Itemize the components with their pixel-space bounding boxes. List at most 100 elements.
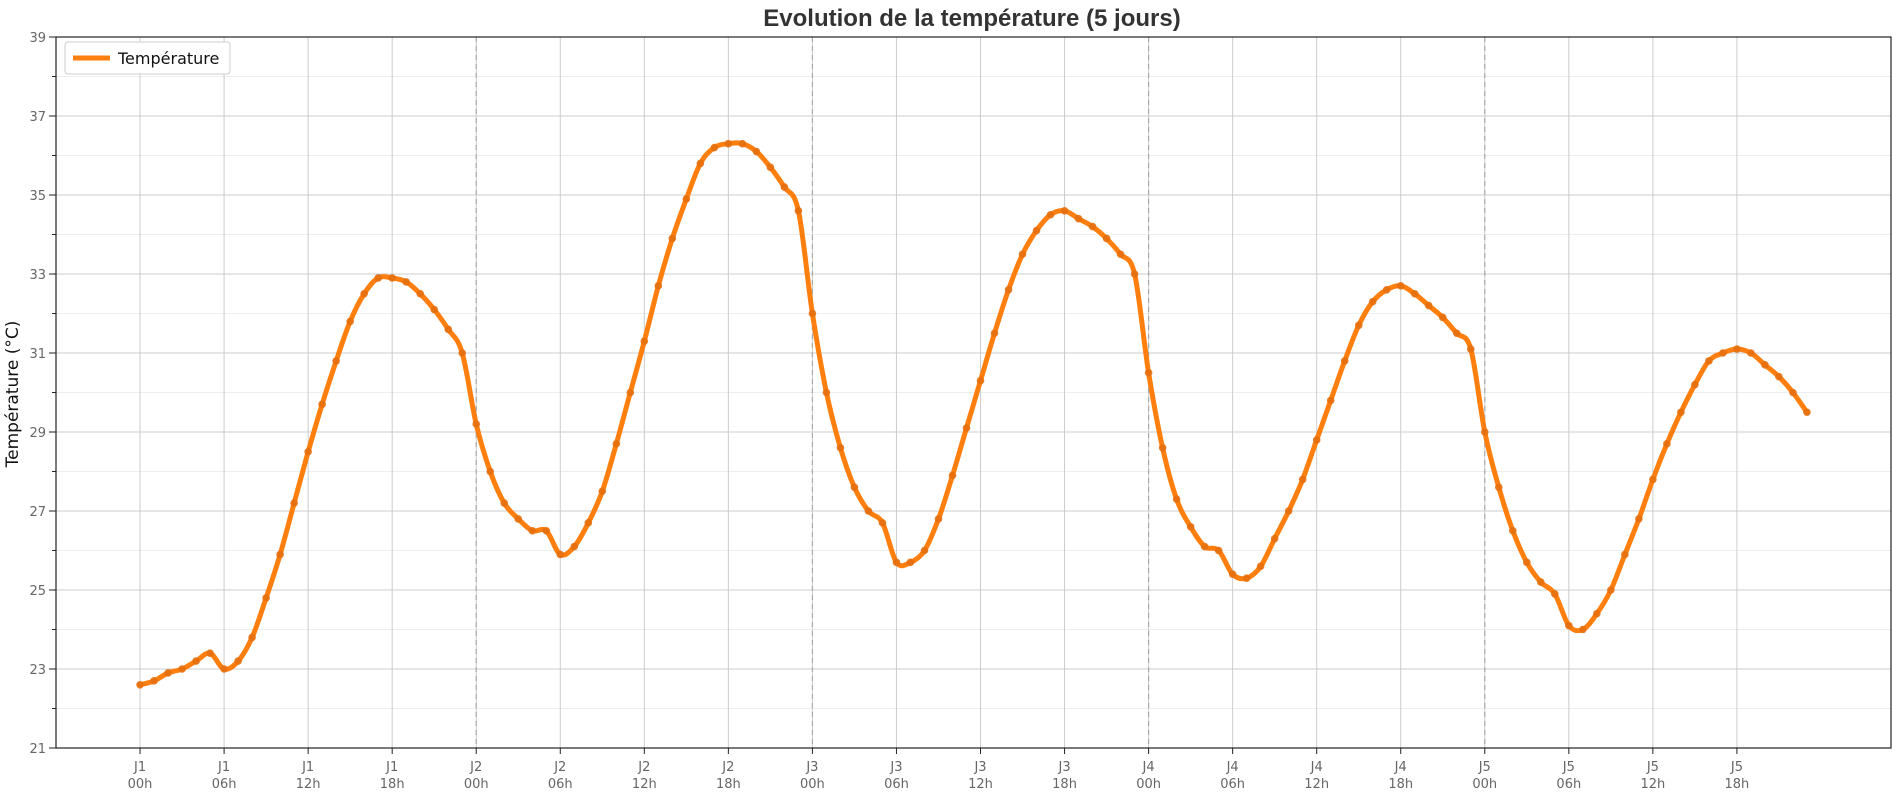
data-point [1733, 345, 1741, 353]
x-tick-label-day: J5 [1646, 760, 1659, 775]
data-point [220, 665, 228, 673]
data-point [906, 558, 915, 567]
x-tick-label-hour: 18h [1052, 777, 1077, 792]
x-tick-label-hour: 18h [1388, 777, 1413, 792]
data-point [458, 349, 467, 357]
chart-title: Evolution de la température (5 jours) [763, 5, 1180, 32]
data-point [1088, 222, 1097, 231]
data-point [374, 274, 382, 282]
x-tick-label-hour: 12h [1640, 777, 1665, 792]
data-point [724, 139, 733, 148]
data-point [1158, 444, 1167, 452]
x-tick-label-day: J3 [889, 760, 902, 775]
data-point [1186, 523, 1195, 531]
data-point [822, 388, 831, 397]
x-tick-label-hour: 06h [884, 777, 909, 792]
data-point [1438, 313, 1447, 322]
x-tick-label-hour: 06h [212, 777, 237, 792]
data-point [486, 467, 495, 476]
y-tick-label: 29 [29, 426, 46, 441]
data-point [388, 274, 396, 282]
x-tick-label-day: J2 [553, 760, 566, 775]
data-point [1228, 570, 1237, 578]
data-point [1032, 226, 1041, 235]
data-point [850, 483, 859, 492]
data-point [1649, 475, 1657, 484]
data-point [1565, 621, 1573, 630]
data-point [836, 444, 845, 452]
data-point [780, 183, 789, 191]
data-point [752, 147, 761, 156]
data-point [1705, 357, 1713, 365]
x-tick-label-day: J3 [1057, 760, 1070, 775]
data-point [360, 289, 368, 298]
data-point [696, 159, 705, 168]
data-point [1004, 286, 1013, 294]
data-point [1480, 428, 1489, 436]
data-point [542, 526, 551, 535]
x-tick-label-hour: 06h [1220, 777, 1245, 792]
data-point [1172, 495, 1181, 503]
data-point [248, 633, 256, 642]
data-point [626, 388, 635, 397]
data-point [136, 681, 144, 689]
grid-layer [56, 36, 1891, 749]
data-point [1523, 558, 1531, 567]
data-point [612, 440, 621, 448]
y-axis-label: Température (°C) [3, 321, 23, 469]
data-point [1046, 210, 1055, 219]
data-point [1508, 526, 1517, 535]
x-tick-label-hour: 00h [128, 777, 153, 792]
x-tick-label-day: J2 [637, 760, 650, 775]
x-tick-label-day: J3 [805, 760, 818, 775]
x-tick-label-day: J3 [973, 760, 986, 775]
day-separator-layer [475, 37, 1486, 748]
data-point [1116, 250, 1125, 259]
data-point [430, 305, 439, 314]
data-point [1256, 562, 1265, 571]
data-point [948, 471, 957, 480]
data-point [150, 677, 158, 685]
x-tick-label-day: J5 [1478, 760, 1491, 775]
data-point [584, 519, 593, 527]
data-point [1424, 301, 1433, 310]
data-point [962, 424, 971, 432]
y-tick-label: 27 [29, 505, 46, 520]
data-point [1621, 550, 1629, 559]
x-tick-label-day: J1 [385, 760, 398, 775]
data-point [332, 357, 340, 365]
data-point [1775, 372, 1783, 381]
data-point [1214, 546, 1223, 555]
y-tick-label: 25 [29, 584, 46, 599]
x-tick-label-hour: 12h [1304, 777, 1329, 792]
x-tick-label-day: J1 [217, 760, 230, 775]
data-point [1102, 234, 1111, 243]
data-point [1593, 609, 1601, 618]
x-tick-label-hour: 00h [800, 777, 825, 792]
data-point [920, 546, 929, 555]
x-tick-label-hour: 18h [1725, 777, 1750, 792]
y-tick-label: 23 [29, 663, 46, 678]
data-point [1537, 578, 1545, 586]
data-point [556, 550, 565, 559]
data-point [1368, 297, 1377, 306]
data-point [1382, 286, 1391, 294]
data-point [682, 195, 691, 203]
x-tick-label-hour: 06h [548, 777, 573, 792]
x-tick-label-day: J5 [1730, 760, 1743, 775]
data-point [570, 542, 579, 551]
series-line-temperature [137, 140, 1810, 688]
x-tick-label-hour: 12h [632, 777, 657, 792]
x-tick-label-hour: 12h [968, 777, 993, 792]
data-point [416, 289, 424, 298]
legend: Température [64, 41, 231, 75]
x-tick-label-day: J1 [301, 760, 314, 775]
data-point [976, 376, 985, 385]
data-point [206, 649, 214, 657]
x-tick-label-day: J2 [469, 760, 482, 775]
data-point [878, 519, 887, 527]
data-point [1663, 440, 1671, 448]
data-point [864, 507, 873, 515]
legend-box [64, 41, 231, 75]
